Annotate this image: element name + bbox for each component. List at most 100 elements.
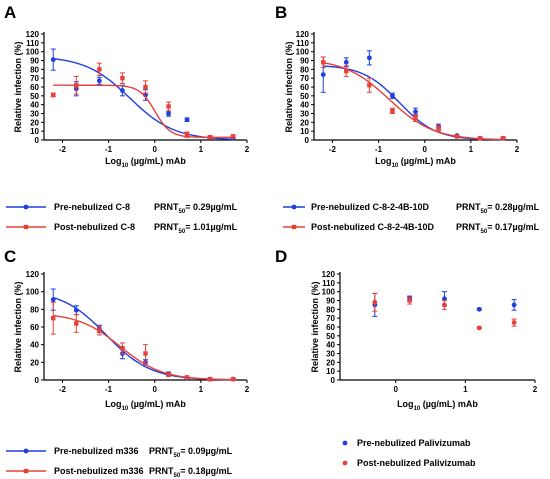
data-point: [143, 84, 148, 90]
y-tick-label: 100: [26, 288, 40, 297]
data-point: [51, 315, 56, 321]
x-tick-label: -2: [329, 145, 337, 154]
data-point: [390, 108, 395, 114]
y-tick-label: 100: [322, 288, 336, 297]
y-axis-title: Relative infection (%): [310, 281, 320, 372]
y-tick-label: 80: [30, 305, 39, 314]
legend-marker: [342, 460, 348, 466]
data-point: [120, 88, 125, 93]
x-tick-label: 2: [533, 385, 538, 394]
legend-item: Post-nebulized C-8-2-4B-10D PRNT50= 0.17µ…: [283, 222, 540, 235]
panel-letter: C: [4, 247, 16, 266]
x-tick-label: 1: [199, 145, 204, 154]
y-tick-label: 60: [30, 323, 39, 332]
data-point: [50, 57, 56, 63]
y-tick-label: 100: [296, 48, 310, 57]
legend-marker: [342, 440, 348, 446]
legend-marker: [23, 448, 29, 454]
legend: Pre-nebulized Palivizumab Post-nebulized …: [342, 438, 476, 468]
data-point: [120, 346, 125, 351]
data-point: [442, 302, 447, 308]
x-axis-title: Log10 (µg/mL) mAb: [397, 399, 478, 412]
data-point: [413, 115, 418, 121]
y-tick-label: 20: [30, 118, 39, 127]
y-axis-title: Relative infection (%): [13, 281, 23, 372]
legend-item: Pre-nebulized C-8 PRNT50= 0.29µg/mL: [6, 202, 238, 215]
series-pre: [50, 288, 236, 382]
legend-marker: [23, 468, 29, 474]
data-point: [366, 55, 372, 61]
y-tick-label: 20: [30, 358, 39, 367]
y-tick-label: 30: [326, 350, 335, 359]
data-point: [166, 372, 171, 377]
data-point: [97, 328, 102, 333]
data-point: [120, 75, 125, 81]
x-tick-label: 0: [423, 145, 428, 154]
data-point: [511, 320, 517, 325]
fit-curve: [323, 62, 504, 141]
x-tick-label: -2: [59, 145, 67, 154]
legend-marker: [291, 204, 297, 210]
data-point: [344, 68, 349, 74]
legend-label: Pre-nebulized Palivizumab: [357, 438, 471, 448]
x-axis-title: Log10 (µg/mL) mAb: [375, 156, 456, 169]
y-tick-label: 40: [30, 341, 39, 350]
y-tick-label: 50: [30, 92, 39, 101]
data-point: [74, 83, 79, 88]
series-post: [50, 62, 236, 140]
y-tick-label: 120: [322, 270, 336, 279]
x-tick-label: -1: [375, 145, 383, 154]
x-tick-label: 2: [515, 145, 520, 154]
series-post: [50, 301, 236, 382]
data-point: [367, 83, 372, 88]
y-tick-label: 80: [326, 305, 335, 314]
y-tick-label: 90: [326, 297, 335, 306]
x-tick-label: 1: [469, 145, 474, 154]
data-point: [207, 135, 213, 140]
x-tick-label: -2: [59, 385, 67, 394]
data-point: [413, 109, 418, 115]
y-tick-label: 30: [30, 110, 39, 119]
fit-curve: [53, 84, 234, 139]
y-tick-label: 110: [296, 39, 309, 48]
y-tick-label: 40: [30, 101, 39, 110]
fit-curve: [53, 57, 234, 140]
data-point: [96, 78, 102, 84]
legend-item: Post-nebulized Palivizumab: [342, 458, 476, 468]
data-point: [343, 59, 349, 65]
legend-marker: [23, 204, 29, 210]
y-tick-label: 120: [296, 30, 310, 39]
data-point: [500, 136, 506, 141]
y-tick-label: 0: [35, 136, 40, 145]
data-point: [143, 351, 148, 356]
y-tick-label: 90: [300, 57, 309, 66]
legend-item: Pre-nebulized m336 PRNT50= 0.09µg/mL: [6, 446, 233, 459]
data-point: [407, 298, 413, 303]
panel-letter: A: [4, 3, 16, 22]
y-tick-label: 40: [326, 341, 335, 350]
data-point: [50, 297, 56, 303]
legend-label: Post-nebulized Palivizumab: [357, 458, 476, 468]
panel-letter: D: [275, 247, 287, 266]
y-tick-label: 100: [26, 48, 40, 57]
fit-curve: [53, 296, 234, 381]
x-tick-label: 0: [153, 385, 158, 394]
legend-item: Pre-nebulized Palivizumab: [342, 438, 471, 448]
fit-curve: [53, 314, 234, 381]
data-point: [476, 306, 482, 312]
series-pre: [320, 50, 506, 141]
data-point: [166, 104, 171, 109]
x-tick-label: 0: [153, 145, 158, 154]
y-tick-label: 10: [300, 127, 309, 136]
data-point: [442, 296, 447, 302]
y-tick-label: 70: [326, 314, 335, 323]
data-point: [97, 67, 102, 72]
data-point: [207, 376, 213, 382]
legend-label: Pre-nebulized C-8: [54, 202, 130, 212]
legend-item: Post-nebulized C-8 PRNT50= 1.01µg/mL: [6, 222, 238, 235]
y-tick-label: 70: [300, 74, 309, 83]
data-point: [184, 117, 190, 123]
data-point: [73, 307, 79, 313]
y-tick-label: 120: [26, 270, 40, 279]
